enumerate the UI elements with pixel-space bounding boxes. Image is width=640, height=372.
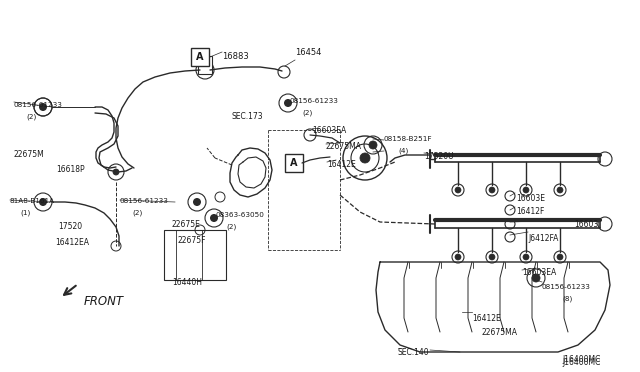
- Text: 16603E: 16603E: [516, 194, 545, 203]
- Circle shape: [523, 187, 529, 193]
- Circle shape: [369, 141, 377, 149]
- Text: 08158-B251F: 08158-B251F: [384, 136, 433, 142]
- Text: J16400MC: J16400MC: [562, 355, 600, 364]
- Text: 08156-61233: 08156-61233: [120, 198, 169, 204]
- Text: 22675M: 22675M: [14, 150, 45, 159]
- Circle shape: [202, 61, 208, 67]
- Circle shape: [200, 65, 210, 75]
- Text: (1): (1): [20, 210, 30, 217]
- Text: 16603EA: 16603EA: [522, 268, 556, 277]
- Circle shape: [523, 254, 529, 260]
- Text: 16603: 16603: [574, 220, 598, 229]
- Text: J16400MC: J16400MC: [562, 358, 600, 367]
- Circle shape: [489, 187, 495, 193]
- Text: 16883: 16883: [222, 52, 249, 61]
- Text: FRONT: FRONT: [84, 295, 124, 308]
- Text: (4): (4): [398, 148, 408, 154]
- Circle shape: [557, 187, 563, 193]
- Circle shape: [193, 198, 201, 206]
- Circle shape: [360, 153, 370, 163]
- Text: (2): (2): [132, 210, 142, 217]
- Circle shape: [489, 254, 495, 260]
- Bar: [285, 154, 303, 172]
- Text: 16412EA: 16412EA: [55, 238, 89, 247]
- Text: A: A: [196, 52, 204, 62]
- Text: (2): (2): [226, 224, 236, 231]
- Circle shape: [557, 254, 563, 260]
- Text: J6412FA: J6412FA: [528, 234, 558, 243]
- Text: A: A: [291, 158, 298, 168]
- Text: 22675MA: 22675MA: [482, 328, 518, 337]
- Text: 08156-61233: 08156-61233: [14, 102, 63, 108]
- Text: 22675MA: 22675MA: [326, 142, 362, 151]
- Circle shape: [210, 214, 218, 222]
- Text: 16603EA: 16603EA: [312, 126, 346, 135]
- Text: 16440H: 16440H: [172, 278, 202, 287]
- Text: 08156-61233: 08156-61233: [290, 98, 339, 104]
- Text: 17520: 17520: [58, 222, 82, 231]
- Circle shape: [39, 198, 47, 206]
- Text: SEC.173: SEC.173: [232, 112, 264, 121]
- Text: 08156-61233: 08156-61233: [542, 284, 591, 290]
- Text: 17520U: 17520U: [424, 152, 454, 161]
- Text: 16618P: 16618P: [56, 165, 84, 174]
- Circle shape: [113, 169, 119, 175]
- Bar: [191, 48, 209, 66]
- Text: 81A8-B161A: 81A8-B161A: [10, 198, 55, 204]
- Text: 16412F: 16412F: [516, 207, 545, 216]
- Text: 22675F: 22675F: [178, 236, 207, 245]
- Circle shape: [284, 99, 292, 107]
- Circle shape: [532, 274, 540, 282]
- Text: (2): (2): [26, 114, 36, 121]
- Text: 08363-63050: 08363-63050: [216, 212, 265, 218]
- Text: 16454: 16454: [295, 48, 321, 57]
- Circle shape: [455, 187, 461, 193]
- Circle shape: [455, 254, 461, 260]
- Text: 22675E: 22675E: [172, 220, 201, 229]
- Bar: [164, 230, 226, 280]
- Text: SEC.140: SEC.140: [398, 348, 429, 357]
- Text: 16412E: 16412E: [327, 160, 356, 169]
- Bar: [198, 56, 212, 74]
- Text: 16412E: 16412E: [472, 314, 500, 323]
- Text: (2): (2): [302, 110, 312, 116]
- Circle shape: [39, 103, 47, 111]
- Text: (8): (8): [562, 296, 572, 302]
